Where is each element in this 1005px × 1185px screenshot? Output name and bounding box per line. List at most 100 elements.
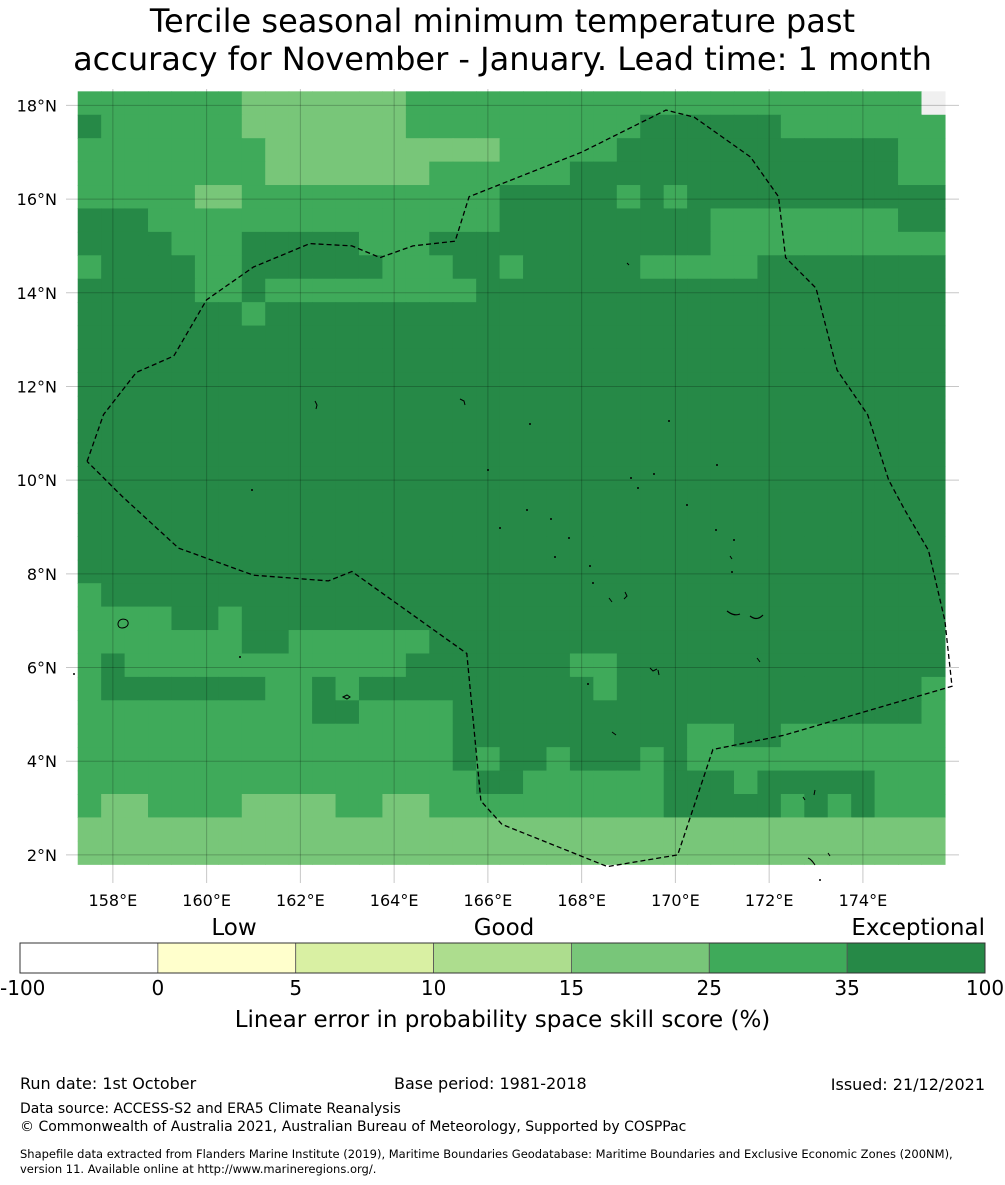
skill-cell [312,512,337,537]
skill-cell [687,536,712,561]
skill-cell [710,231,735,256]
skill-cell [171,395,196,420]
colorbar-tick-label: 25 [696,976,722,1000]
skill-cell [171,794,196,819]
skill-cell [476,653,501,678]
skill-cell [452,91,477,116]
skill-cell [265,700,290,725]
skill-cell [710,302,735,327]
skill-cell [452,325,477,350]
skill-cell [710,700,735,725]
skill-cell [898,208,923,233]
graticule [66,89,959,883]
skill-cell [687,395,712,420]
skill-cell [827,325,852,350]
skill-cell [429,700,454,725]
skill-cell [476,536,501,561]
skill-cell [898,770,923,795]
skill-cell [476,583,501,608]
skill-cell [733,700,759,725]
skill-cell [288,653,313,678]
skill-cell [148,583,173,608]
skill-cell [476,630,501,655]
skill-cell [382,348,407,373]
skill-cell [804,489,829,514]
skill-cell [452,442,477,467]
x-tick-label: 166°E [464,891,513,910]
skill-cell [382,138,407,163]
skill-cell [687,372,712,397]
skill-cell [241,700,266,725]
skill-cell [382,91,407,116]
skill-cell [733,536,759,561]
skill-cell [405,817,430,842]
skill-cell [804,559,829,584]
skill-cell [265,536,290,561]
skill-cell [358,747,384,772]
skill-cell [405,794,430,819]
skill-cell [312,372,337,397]
skill-cell [476,817,501,842]
skill-cell [874,653,899,678]
skill-cell [429,466,454,491]
skill-cell [827,676,852,701]
skill-cell [687,419,712,444]
skill-cell [616,442,641,467]
skill-cell [312,231,337,256]
y-tick-label: 4°N [27,752,57,771]
skill-cell [358,255,384,280]
colorbar-word-exceptional: Exceptional [851,915,985,941]
skill-cell [288,583,313,608]
skill-cell [733,840,759,865]
skill-cell [780,583,805,608]
skill-cell [382,840,407,865]
skill-cell [77,348,102,373]
skill-cell [616,653,641,678]
skill-cell [476,231,501,256]
skill-cell [569,653,594,678]
skill-cell [874,840,899,865]
skill-cell [452,559,477,584]
skill-cell [733,489,759,514]
skill-cell [358,395,384,420]
skill-cell [335,395,360,420]
skill-cell [733,466,759,491]
skill-cell [710,372,735,397]
skill-cell [874,278,899,303]
skill-cell [546,700,571,725]
skill-cell [452,747,477,772]
skill-cell [194,583,219,608]
skill-cell [804,676,829,701]
skill-cell [710,395,735,420]
skill-cell [312,91,337,116]
skill-cell [405,770,430,795]
skill-cell [405,138,430,163]
skill-cell [335,489,360,514]
skill-cell [429,138,454,163]
skill-cell [452,583,477,608]
island-dot [716,464,718,466]
skill-cell [452,372,477,397]
skill-cell [616,466,641,491]
skill-cell [429,723,454,748]
skill-cell [874,536,899,561]
skill-cell [452,676,477,701]
skill-cell [241,348,266,373]
skill-cell [476,161,501,186]
skill-cell [148,466,173,491]
skill-cell [148,512,173,537]
skill-cell [898,348,923,373]
skill-cell [312,466,337,491]
skill-cell [405,395,430,420]
skill-cell [640,559,665,584]
skill-cell [194,676,219,701]
skill-cell [476,840,501,865]
skill-cell [77,208,102,233]
skill-cell [218,114,243,139]
skill-cell [265,840,290,865]
skill-cell [898,138,923,163]
skill-cell [77,770,102,795]
skill-cell [194,114,219,139]
skill-cell [265,559,290,584]
skill-cell [874,208,899,233]
